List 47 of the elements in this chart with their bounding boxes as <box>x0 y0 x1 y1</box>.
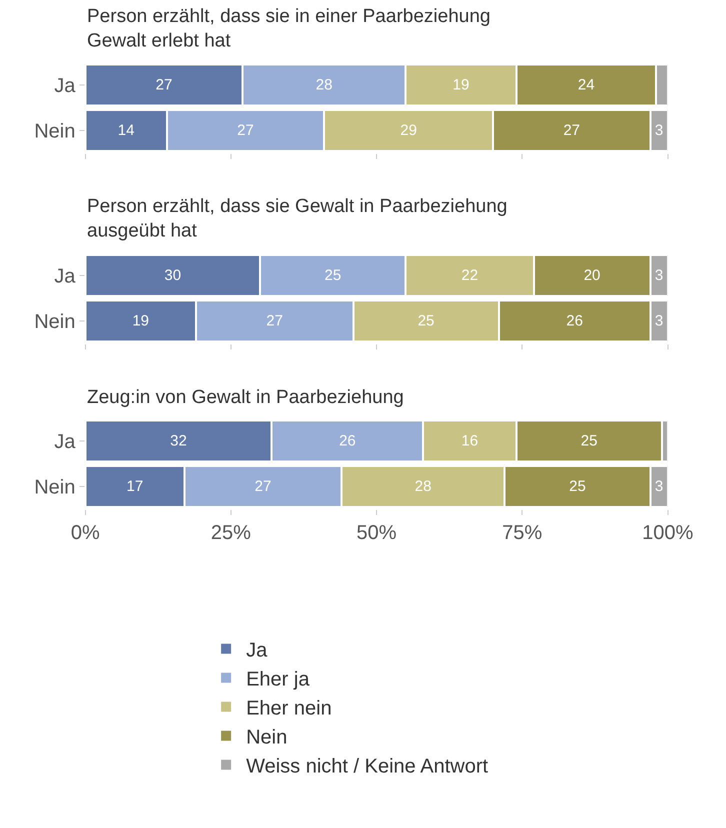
chart-title: Person erzählt, dass sie Gewalt in Paarbeziehung ausgeübt hat <box>87 196 508 242</box>
data-label: 3 <box>654 478 664 495</box>
data-label: 27 <box>254 478 272 495</box>
legend-label: Eher nein <box>246 698 332 720</box>
x-tick-label: 100% <box>642 522 694 544</box>
data-label: 27 <box>156 76 172 94</box>
data-label: 22 <box>461 266 478 284</box>
data-label: 27 <box>563 122 580 139</box>
data-label: 26 <box>339 432 356 450</box>
x-tick-label: 0% <box>70 522 100 544</box>
data-label: 3 <box>654 122 664 139</box>
data-label: 19 <box>452 76 470 94</box>
legend-label: Weiss nicht / Keine Antwort <box>246 756 488 778</box>
y-tick-label: Nein <box>34 310 76 333</box>
legend-label: Nein <box>246 726 288 749</box>
data-label: 16 <box>461 432 478 450</box>
y-tick-label: Ja <box>54 74 76 97</box>
y-tick-label: Nein <box>34 120 76 142</box>
chart-title: Person erzählt, dass sie in einer Paarbeziehung Gewalt erlebt hat <box>87 6 490 52</box>
data-label: 26 <box>566 312 583 330</box>
data-label: 32 <box>170 432 187 450</box>
y-tick-label: Nein <box>34 476 76 498</box>
data-label: 3 <box>654 312 664 330</box>
data-label: 25 <box>580 432 598 450</box>
data-label: 25 <box>569 478 586 495</box>
x-tick-label: 75% <box>502 522 542 544</box>
data-label: 29 <box>400 122 417 139</box>
data-label: 28 <box>316 76 332 94</box>
x-tick-label: 50% <box>356 522 397 544</box>
data-label: 30 <box>164 266 182 284</box>
legend-label: Eher ja <box>246 668 310 691</box>
data-label: 17 <box>126 478 144 495</box>
y-tick-label: Ja <box>54 265 76 288</box>
data-label: 27 <box>237 122 254 139</box>
data-label: 20 <box>584 266 600 284</box>
data-label: 14 <box>118 122 134 139</box>
data-label: 24 <box>578 76 595 94</box>
data-label: 25 <box>418 312 434 330</box>
x-tick-label: 25% <box>210 522 252 544</box>
y-tick-label: Ja <box>54 430 76 453</box>
data-label: 19 <box>132 312 150 330</box>
data-label: 25 <box>324 266 342 284</box>
data-label: 27 <box>266 312 283 330</box>
data-label: 28 <box>414 478 432 495</box>
data-label: 3 <box>654 266 664 284</box>
legend-label: Ja <box>246 640 268 662</box>
chart-title: Zeug:in von Gewalt in Paarbeziehung <box>87 387 404 408</box>
